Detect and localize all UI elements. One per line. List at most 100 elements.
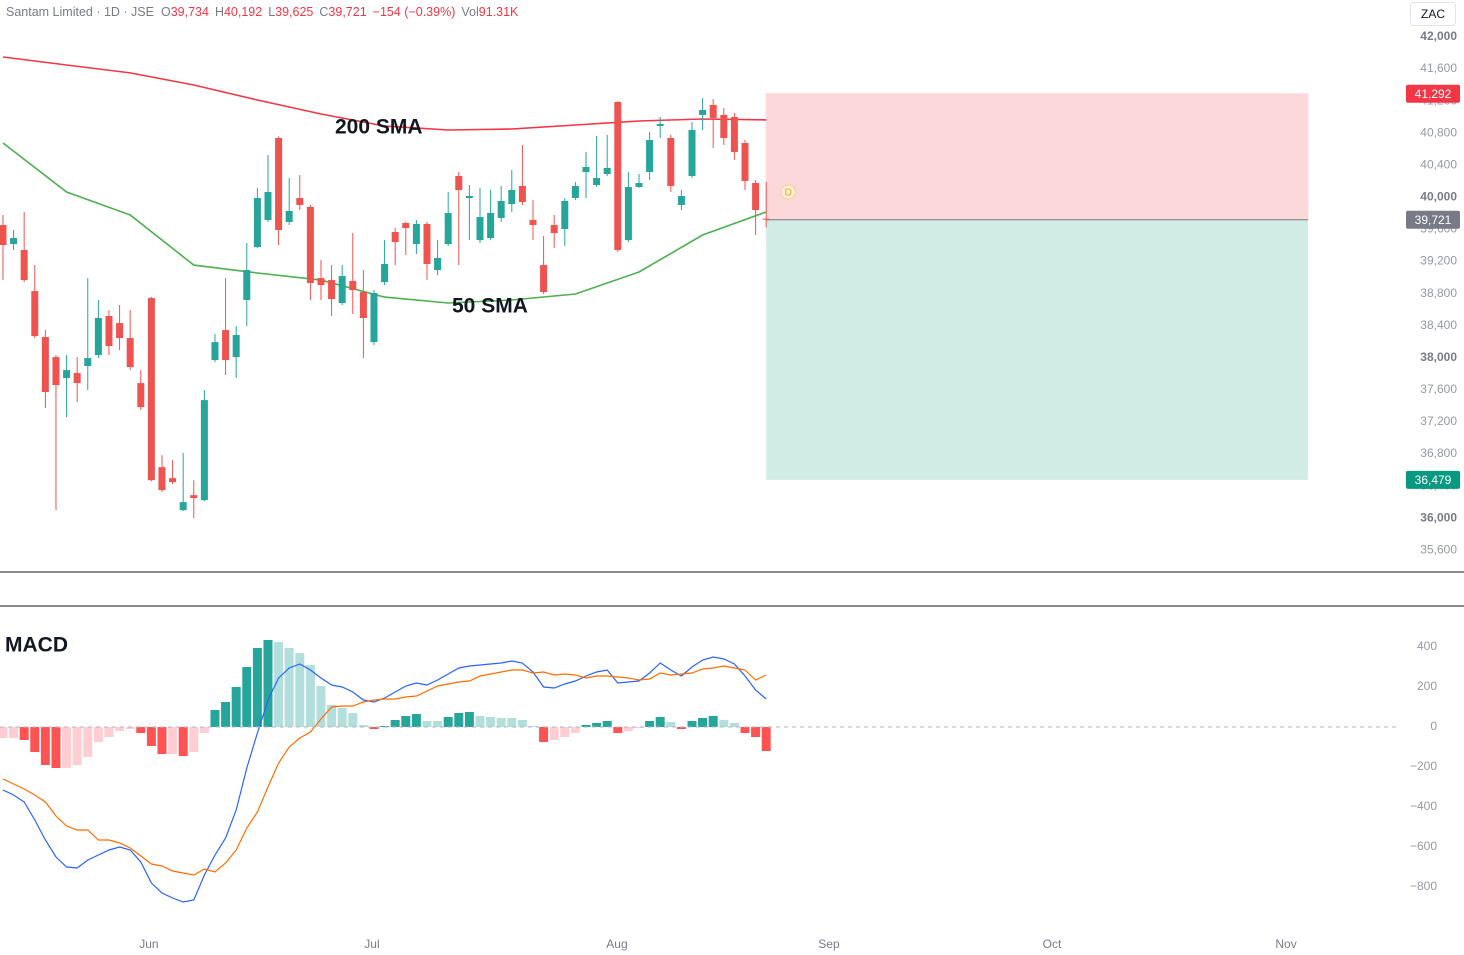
sma-annotation: 50 SMA bbox=[452, 295, 528, 318]
histogram-bar bbox=[475, 716, 485, 727]
candle-body bbox=[540, 265, 548, 293]
candle-body bbox=[497, 200, 505, 218]
histogram-bar bbox=[623, 727, 633, 731]
y-tick-label: 35,600 bbox=[1420, 543, 1457, 557]
histogram-bar bbox=[454, 713, 464, 727]
histogram-bar bbox=[72, 727, 82, 765]
histogram-bar bbox=[263, 640, 273, 727]
y-tick-label: 40,000 bbox=[1420, 190, 1457, 204]
candle-body bbox=[190, 495, 198, 499]
price-tag bbox=[1406, 84, 1460, 103]
candle-body bbox=[222, 330, 230, 361]
histogram-bar bbox=[464, 712, 474, 727]
candle-body bbox=[243, 270, 251, 301]
currency-button[interactable]: ZAC bbox=[1410, 2, 1456, 26]
candle-body bbox=[126, 338, 134, 368]
histogram-bar bbox=[19, 727, 29, 740]
candle-body bbox=[434, 258, 442, 271]
candle-body bbox=[306, 206, 314, 284]
y-tick-label: 37,600 bbox=[1420, 382, 1457, 396]
histogram-bar bbox=[698, 718, 708, 727]
ohlc-value: 39,625 bbox=[275, 5, 314, 19]
histogram-bar bbox=[284, 648, 294, 727]
histogram-bar bbox=[168, 727, 178, 754]
candle-body bbox=[169, 478, 177, 483]
histogram-bar bbox=[242, 667, 252, 727]
histogram-bar bbox=[178, 727, 188, 756]
x-tick-label: Sep bbox=[818, 937, 840, 951]
histogram-bar bbox=[761, 727, 771, 751]
price-tag-label: 39,721 bbox=[1415, 213, 1452, 227]
histogram-bar bbox=[729, 723, 739, 727]
dividend-marker bbox=[780, 184, 796, 200]
histogram-bar bbox=[708, 716, 718, 727]
histogram-bar bbox=[62, 727, 72, 768]
y-tick-label: −400 bbox=[1410, 799, 1437, 813]
candle-body bbox=[105, 316, 113, 347]
y-tick-label: 38,000 bbox=[1420, 350, 1457, 364]
histogram-bar bbox=[496, 718, 506, 727]
price-change: −154 (−0.39%) bbox=[372, 5, 456, 19]
candle-body bbox=[720, 114, 728, 138]
candle-body bbox=[253, 197, 261, 248]
histogram-bar bbox=[486, 717, 496, 727]
candle-body bbox=[412, 223, 420, 245]
histogram-bar bbox=[602, 721, 612, 727]
candle-body bbox=[264, 191, 272, 220]
price-tag bbox=[1406, 470, 1460, 489]
candle-body bbox=[476, 217, 484, 241]
candle-body bbox=[328, 280, 336, 299]
candle-body bbox=[465, 195, 473, 198]
x-tick-label: Aug bbox=[606, 937, 627, 951]
histogram-bar bbox=[337, 708, 347, 727]
candle-body bbox=[275, 137, 283, 231]
ohlc-label: L bbox=[268, 5, 276, 19]
candle-body bbox=[158, 467, 166, 491]
histogram-bar bbox=[634, 727, 644, 728]
ohlc-label: C bbox=[319, 5, 329, 19]
histogram-bar bbox=[199, 727, 209, 733]
histogram-bar bbox=[570, 727, 580, 733]
histogram-bar bbox=[676, 727, 686, 729]
ohlc-label: H bbox=[214, 5, 224, 19]
x-tick-label: Jul bbox=[364, 937, 379, 951]
candle-body bbox=[402, 223, 410, 228]
price-tag-label: 41,292 bbox=[1415, 87, 1452, 101]
y-tick-label: 400 bbox=[1417, 639, 1437, 653]
histogram-bar bbox=[422, 721, 432, 727]
histogram-bar bbox=[443, 717, 453, 727]
y-tick-label: −200 bbox=[1410, 759, 1437, 773]
histogram-bar bbox=[549, 727, 559, 740]
histogram-bar bbox=[666, 722, 676, 727]
candle-body bbox=[94, 318, 102, 356]
candle-body bbox=[444, 212, 452, 245]
candle-body bbox=[317, 278, 325, 286]
histogram-bar bbox=[146, 727, 156, 746]
macd-title: MACD bbox=[5, 634, 68, 657]
candle-body bbox=[285, 210, 293, 222]
histogram-bar bbox=[157, 727, 167, 754]
candle-body bbox=[370, 293, 378, 343]
candle-body bbox=[63, 370, 71, 379]
candle-body bbox=[677, 195, 685, 205]
histogram-bar bbox=[411, 714, 421, 727]
histogram-bar bbox=[401, 716, 411, 727]
candle-body bbox=[571, 185, 579, 198]
candle-body bbox=[147, 298, 155, 481]
histogram-bar bbox=[0, 727, 8, 738]
histogram-bar bbox=[93, 727, 103, 742]
ohlc-value: 39,721 bbox=[328, 5, 367, 19]
candle-body bbox=[116, 323, 124, 339]
histogram-bar bbox=[390, 720, 400, 727]
histogram-bar bbox=[189, 727, 199, 752]
y-tick-label: 36,800 bbox=[1420, 446, 1457, 460]
histogram-bar bbox=[40, 727, 50, 765]
histogram-bar bbox=[348, 713, 358, 727]
candle-body bbox=[349, 281, 357, 291]
histogram-bar bbox=[30, 727, 40, 752]
histogram-bar bbox=[369, 727, 379, 729]
histogram-bar bbox=[9, 727, 19, 738]
histogram-bar bbox=[613, 727, 623, 733]
candle-body bbox=[20, 249, 28, 281]
